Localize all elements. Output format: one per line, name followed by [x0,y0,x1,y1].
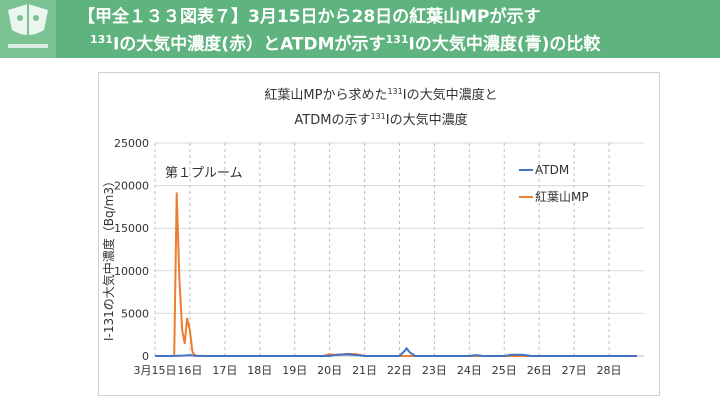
x-tick-label: 3月15日 [134,364,177,377]
x-tick-label: 18日 [247,364,272,377]
series-line-momijiyama-mp [155,192,637,357]
slide-title-line1: 【甲全１３３図表７】3月15日から28日の紅葉山MPが示す [78,7,541,27]
title-text-a: Iの大気中濃度(赤）とATDMが示す [112,34,386,55]
y-tick-label: 15000 [114,222,149,235]
logo [0,0,56,58]
legend-label: ATDM [535,163,569,177]
x-tick-label: 27日 [562,364,587,377]
line-chart: 紅葉山MPから求めた131Iの大気中濃度と ATDMの示す131Iの大気中濃度 … [101,87,644,377]
x-tick-label: 22日 [387,364,412,377]
x-tick-label: 28日 [597,364,622,377]
x-tick-label: 24日 [457,364,482,377]
slide-title-line2: 131Iの大気中濃度(赤）とATDMが示す131Iの大気中濃度(青)の比較 [90,30,600,55]
x-tick-labels: 3月15日 16日 17日 18日 19日 20日 21日 22日 23日 24日 25日 26日 27… [134,364,622,377]
chart-frame: 紅葉山MPから求めた131Iの大気中濃度と ATDMの示す131Iの大気中濃度 … [98,72,660,396]
y-tick-label: 10000 [114,265,149,278]
x-tick-label: 17日 [212,364,237,377]
y-axis-label: I-131の大気中濃度（Bq/m3） [101,175,116,341]
y-tick-label: 25000 [114,137,149,150]
title-text-b: Iの大気中濃度(青)の比較 [408,34,601,55]
series-line-atdm [155,347,637,357]
chart-title-line1: 紅葉山MPから求めた131Iの大気中濃度と [264,87,497,103]
y-tick-label: 5000 [121,307,149,320]
title-sup-1: 131 [90,33,113,46]
x-tick-label: 26日 [527,364,552,377]
legend-label: 紅葉山MP [535,190,589,204]
x-tick-label: 16日 [177,364,202,377]
plume-annotation: 第１プルーム [165,166,243,181]
series-lines [155,192,637,357]
x-tick-label: 20日 [317,364,342,377]
slide-header: 【甲全１３３図表７】3月15日から28日の紅葉山MPが示す 131Iの大気中濃度… [0,0,720,58]
x-tick-label: 19日 [282,364,307,377]
x-tick-label: 21日 [352,364,377,377]
y-tick-label: 20000 [114,180,149,193]
legend: ATDM 紅葉山MP [519,163,589,204]
title-sup-2: 131 [385,33,409,46]
y-tick-label: 0 [142,350,149,363]
chart-title-line2: ATDMの示す131Iの大気中濃度 [294,112,467,128]
x-tick-label: 23日 [422,364,447,377]
x-tick-label: 25日 [492,364,517,377]
y-tick-labels: 0 5000 10000 15000 20000 25000 [114,137,149,363]
